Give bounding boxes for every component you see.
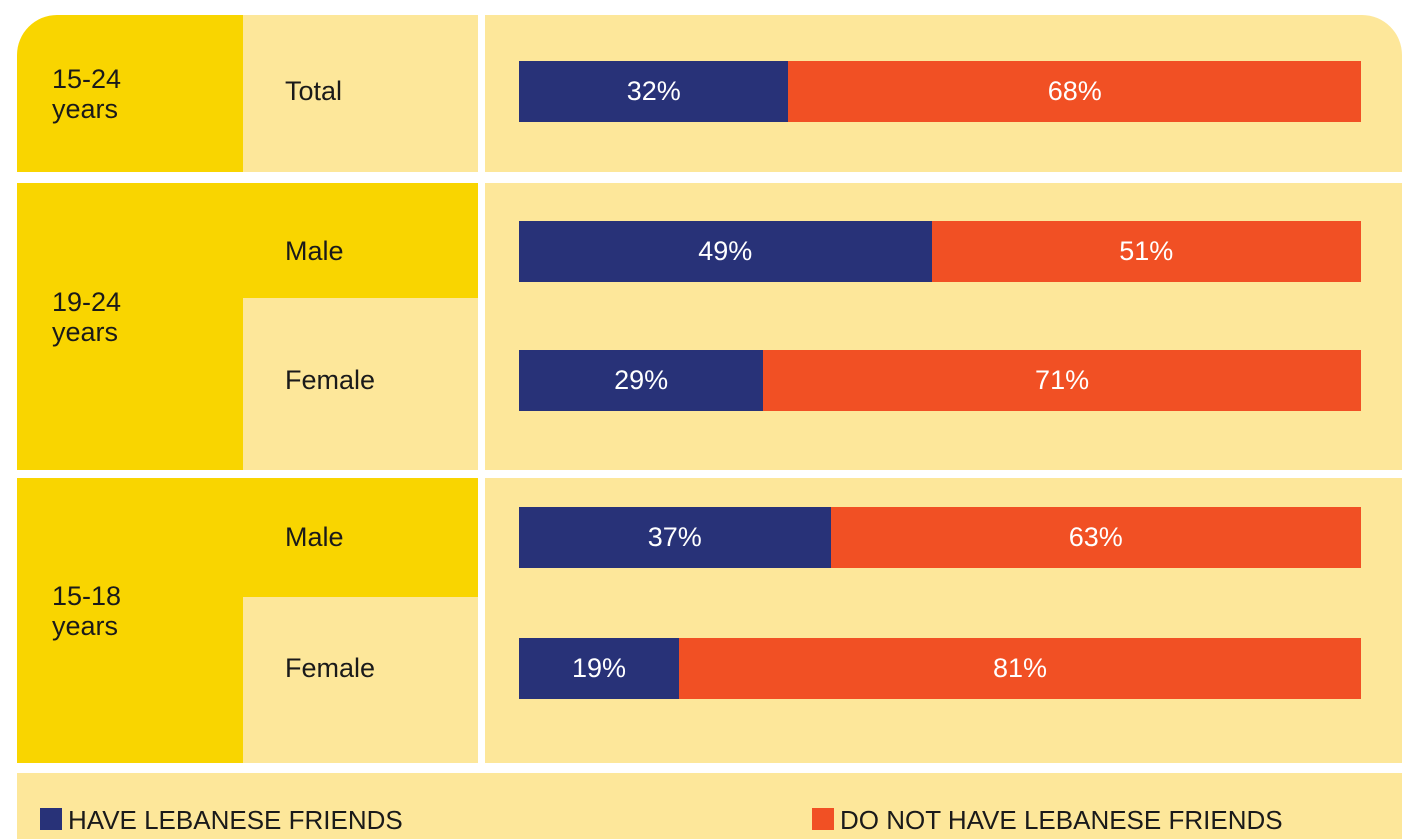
bar-segment: 37% (519, 507, 831, 568)
category-highlight (243, 183, 478, 298)
category-label: Female (285, 365, 376, 395)
legend (17, 773, 1402, 839)
value-label: 37% (647, 522, 702, 552)
group-cell (17, 15, 243, 172)
bar-segment: 19% (519, 638, 679, 699)
bar-segment: 68% (788, 61, 1361, 122)
value-label: 19% (571, 653, 626, 683)
group-label: 15-18 years (52, 580, 122, 641)
bar-segment: 49% (519, 221, 932, 282)
category-label: Female (285, 653, 376, 683)
category-label: Male (285, 236, 344, 266)
bar-segment: 71% (763, 350, 1361, 411)
bar-segment: 32% (519, 61, 789, 122)
value-label: 63% (1068, 522, 1123, 552)
group-cell (17, 183, 243, 470)
category-highlight (243, 478, 478, 597)
bar-segment: 81% (678, 638, 1361, 699)
bar-segment: 51% (931, 221, 1361, 282)
group-label: 15-24 years (52, 63, 122, 124)
bar-segment: 63% (830, 507, 1361, 568)
legend-swatch (812, 808, 834, 830)
legend-label: HAVE LEBANESE FRIENDS (68, 804, 403, 835)
category-column (243, 15, 478, 172)
group-label: 19-24 years (52, 286, 122, 347)
group-cell (17, 478, 243, 763)
value-label: 81% (992, 653, 1047, 683)
category-label: Total (285, 76, 343, 106)
value-label: 32% (626, 76, 681, 106)
value-label: 71% (1035, 365, 1090, 395)
legend-swatch (40, 808, 62, 830)
value-label: 29% (614, 365, 669, 395)
value-label: 49% (698, 236, 753, 266)
legend-label: DO NOT HAVE LEBANESE FRIENDS (840, 804, 1283, 835)
category-label: Male (285, 522, 344, 552)
bar-segment: 29% (519, 350, 764, 411)
value-label: 68% (1047, 76, 1102, 106)
value-label: 51% (1119, 236, 1174, 266)
